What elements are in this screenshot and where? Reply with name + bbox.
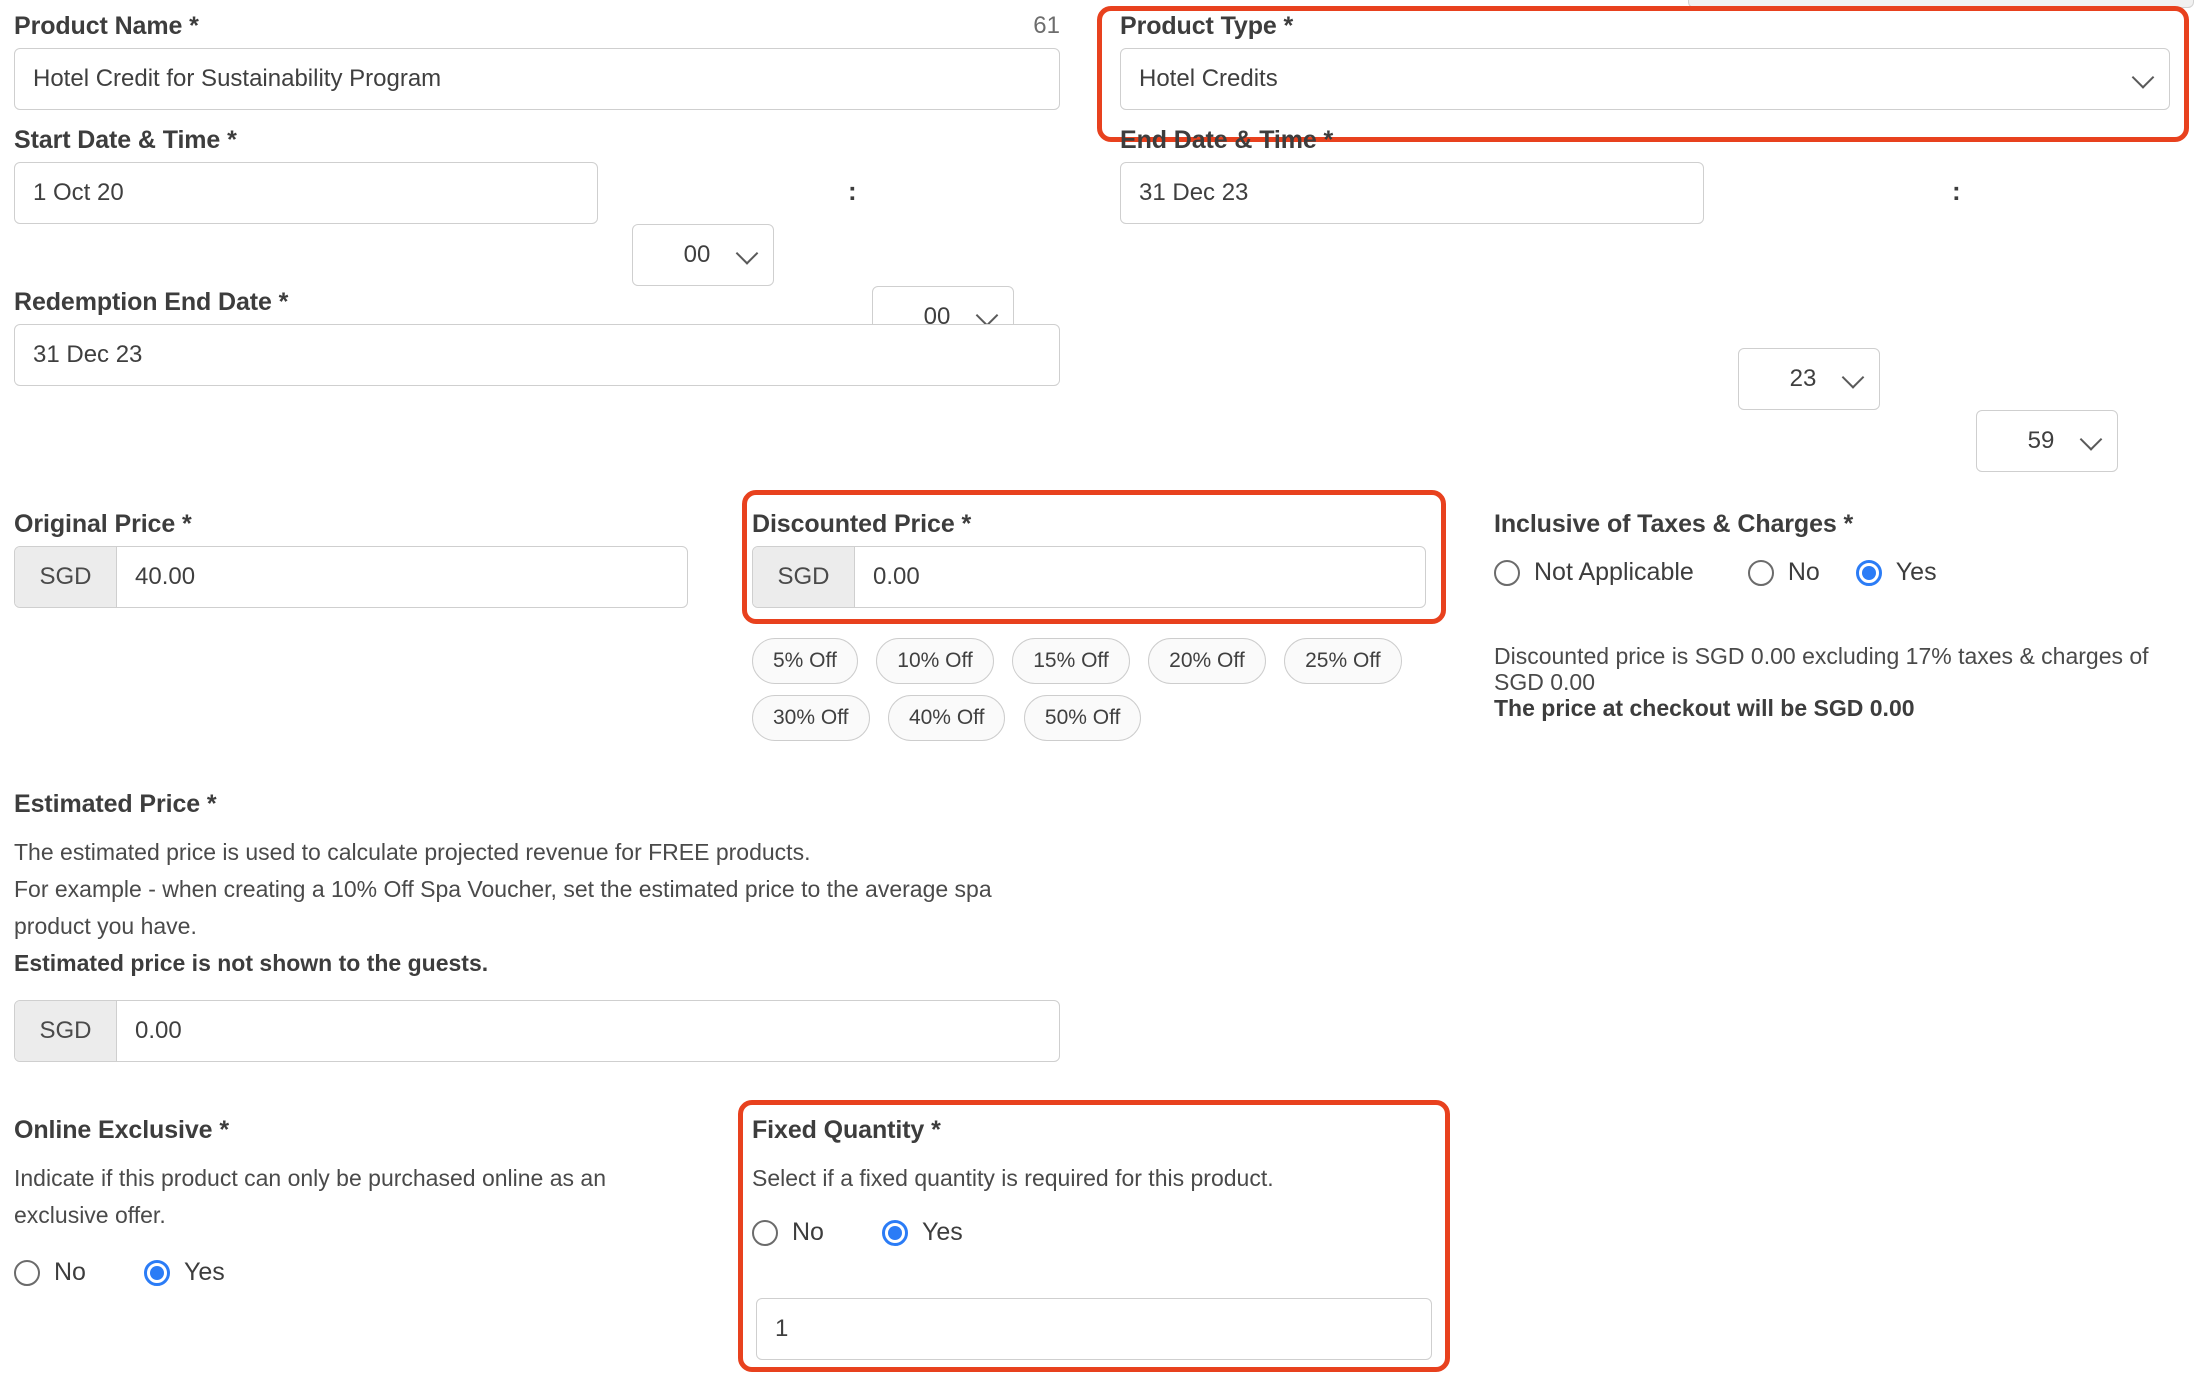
original-price-label: Original Price * [14, 510, 192, 538]
fixed-quantity-input[interactable]: 1 [756, 1298, 1432, 1360]
end-hour-value: 23 [1789, 365, 1817, 392]
end-time-separator: : [1952, 176, 1961, 206]
inclusive-taxes-option-not-applicable[interactable]: Not Applicable [1494, 558, 1694, 587]
discount-chip[interactable]: 20% Off [1148, 638, 1266, 684]
online-exclusive-radio-group: No Yes [14, 1258, 225, 1287]
radio-label: No [1787, 558, 1820, 586]
radio-icon-selected [1855, 559, 1882, 586]
estimated-price-input[interactable]: 0.00 [135, 1017, 182, 1044]
original-price-currency: SGD [15, 547, 117, 607]
radio-icon-selected [143, 1259, 170, 1286]
redemption-end-date-input[interactable]: 31 Dec 23 [14, 324, 1060, 386]
product-name-input[interactable]: Hotel Credit for Sustainability Program [14, 48, 1060, 110]
start-time-separator: : [848, 176, 857, 206]
radio-icon [1747, 559, 1774, 586]
fixed-quantity-option-yes[interactable]: Yes [881, 1218, 963, 1247]
fixed-quantity-help: Select if a fixed quantity is required f… [752, 1165, 1274, 1191]
inclusive-taxes-option-no[interactable]: No [1747, 558, 1820, 587]
original-price-field[interactable]: SGD 40.00 [14, 546, 688, 608]
inclusive-taxes-note-line1: Discounted price is SGD 0.00 excluding 1… [1494, 643, 2149, 669]
start-date-input[interactable]: 1 Oct 20 [14, 162, 598, 224]
discount-chip[interactable]: 25% Off [1284, 638, 1402, 684]
chevron-down-icon [735, 242, 759, 265]
chevron-down-icon [2131, 66, 2155, 89]
radio-icon [1494, 559, 1520, 586]
discounted-price-label: Discounted Price * [752, 510, 972, 538]
radio-label: Yes [183, 1258, 225, 1286]
discount-chip-group-row2: 30% Off 40% Off 50% Off [752, 695, 1452, 741]
end-minute-select[interactable]: 59 [1976, 410, 2118, 472]
online-exclusive-option-yes[interactable]: Yes [143, 1258, 225, 1287]
discount-chip-group: 5% Off 10% Off 15% Off 20% Off 25% Off [752, 638, 1452, 684]
product-type-select[interactable]: Hotel Credits [1120, 48, 2170, 110]
discount-chip[interactable]: 10% Off [876, 638, 994, 684]
estimated-price-help-bold: Estimated price is not shown to the gues… [14, 950, 489, 976]
chevron-down-icon [1841, 366, 1865, 389]
start-hour-value: 00 [683, 241, 711, 268]
radio-icon-selected [881, 1219, 908, 1246]
discounted-price-input[interactable]: 0.00 [873, 563, 920, 590]
radio-icon [14, 1259, 40, 1286]
inclusive-taxes-option-yes[interactable]: Yes [1855, 558, 1937, 587]
fixed-quantity-radio-group: No Yes [752, 1218, 963, 1247]
radio-label: No [792, 1218, 824, 1246]
inclusive-taxes-checkout-note: The price at checkout will be SGD 0.00 [1494, 695, 1915, 721]
online-exclusive-help-line2: exclusive offer. [14, 1202, 166, 1228]
discount-chip[interactable]: 30% Off [752, 695, 870, 741]
product-name-character-counter: 61 [1033, 12, 1060, 39]
discount-chip[interactable]: 40% Off [887, 695, 1006, 741]
start-hour-select[interactable]: 00 [632, 224, 774, 286]
inclusive-taxes-radio-group: Not Applicable No Yes [1494, 558, 1937, 587]
online-exclusive-label: Online Exclusive * [14, 1116, 229, 1144]
product-type-label: Product Type * [1120, 12, 1294, 40]
discount-chip[interactable]: 50% Off [1023, 695, 1142, 741]
fixed-quantity-label: Fixed Quantity * [752, 1116, 941, 1144]
discount-chip[interactable]: 5% Off [752, 638, 858, 684]
discounted-price-currency: SGD [753, 547, 855, 607]
radio-icon [752, 1219, 778, 1246]
chevron-down-icon [2079, 428, 2103, 451]
product-type-value: Hotel Credits [1139, 65, 1278, 92]
fixed-quantity-option-no[interactable]: No [752, 1218, 824, 1247]
estimated-price-help-line3: product you have. [14, 913, 197, 939]
online-exclusive-help-line1: Indicate if this product can only be pur… [14, 1165, 606, 1191]
original-price-input[interactable]: 40.00 [135, 563, 196, 590]
discount-chip[interactable]: 15% Off [1012, 638, 1130, 684]
start-date-label: Start Date & Time * [14, 126, 237, 154]
estimated-price-currency: SGD [15, 1001, 117, 1061]
clipped-top-panel [1688, 0, 2194, 8]
end-hour-select[interactable]: 23 [1738, 348, 1880, 410]
product-name-label: Product Name * [14, 12, 199, 40]
end-minute-value: 59 [2027, 427, 2055, 454]
inclusive-taxes-label: Inclusive of Taxes & Charges * [1494, 510, 1854, 538]
redemption-end-date-label: Redemption End Date * [14, 288, 289, 316]
discounted-price-field[interactable]: SGD 0.00 [752, 546, 1426, 608]
radio-label: Yes [1895, 558, 1937, 586]
online-exclusive-option-no[interactable]: No [14, 1258, 86, 1287]
end-date-label: End Date & Time * [1120, 126, 1334, 154]
estimated-price-help-line1: The estimated price is used to calculate… [14, 839, 811, 865]
inclusive-taxes-note-line2: SGD 0.00 [1494, 669, 1595, 695]
radio-label: No [54, 1258, 86, 1286]
estimated-price-field[interactable]: SGD 0.00 [14, 1000, 1060, 1062]
estimated-price-label: Estimated Price * [14, 790, 217, 818]
estimated-price-help-line2: For example - when creating a 10% Off Sp… [14, 876, 992, 902]
end-date-input[interactable]: 31 Dec 23 [1120, 162, 1704, 224]
radio-label: Not Applicable [1534, 558, 1694, 586]
radio-label: Yes [921, 1218, 963, 1246]
